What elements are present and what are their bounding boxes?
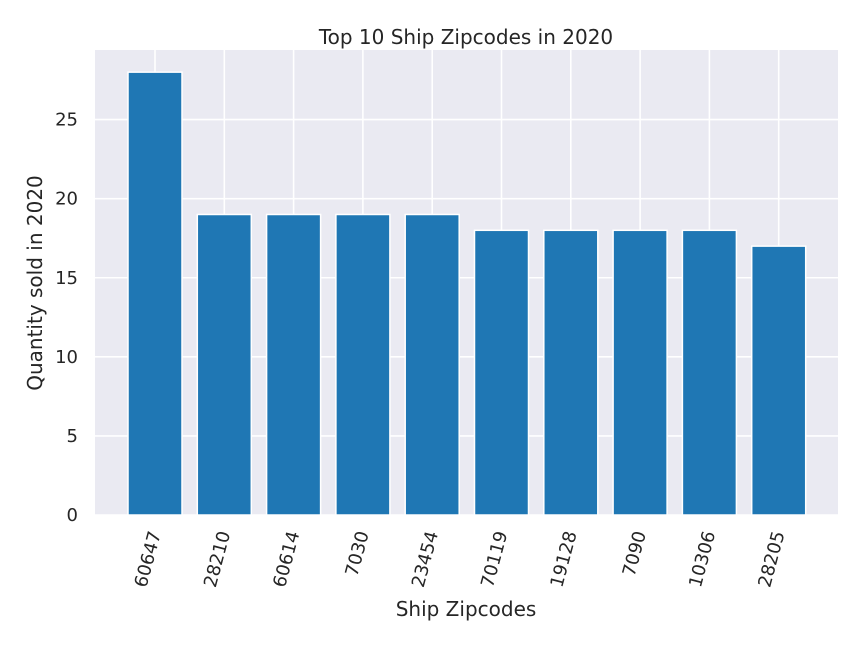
chart-title: Top 10 Ship Zipcodes in 2020 [318,25,613,49]
x-axis-label: Ship Zipcodes [396,597,537,621]
x-tick-label: 10306 [685,529,720,590]
y-tick-label: 25 [55,110,78,131]
bars [127,71,807,516]
bar-19128 [543,229,599,516]
x-tick-label: 7030 [342,529,374,579]
x-tick-label: 19128 [547,529,582,590]
bar-10306 [681,229,738,516]
x-tick-label: 7090 [619,529,651,579]
bar-23454 [404,213,460,516]
x-tick-label: 70119 [477,529,512,590]
y-tick-label: 15 [55,268,78,289]
bar-60614 [265,213,322,516]
bar-7090 [612,229,668,516]
y-tick-label: 0 [67,505,78,526]
x-tick-label: 60647 [131,529,166,590]
bar-28205 [750,245,807,516]
y-tick-label: 20 [55,189,78,210]
x-tick-label: 28205 [754,529,789,590]
bar-7030 [335,213,391,516]
x-tick-labels: 60647 28210 60614 7030 23454 70119 19128 7090 10… [131,529,790,590]
bar-70119 [473,229,530,516]
x-tick-label: 60614 [269,529,304,590]
bar-60647 [127,71,183,516]
y-tick-labels: 0 5 10 15 20 25 [55,110,78,526]
y-axis-label: Quantity sold in 2020 [23,175,47,391]
y-tick-label: 5 [67,426,78,447]
x-tick-label: 28210 [200,529,235,590]
bar-28210 [196,213,253,516]
y-tick-label: 10 [55,347,78,368]
x-tick-label: 23454 [408,529,443,590]
